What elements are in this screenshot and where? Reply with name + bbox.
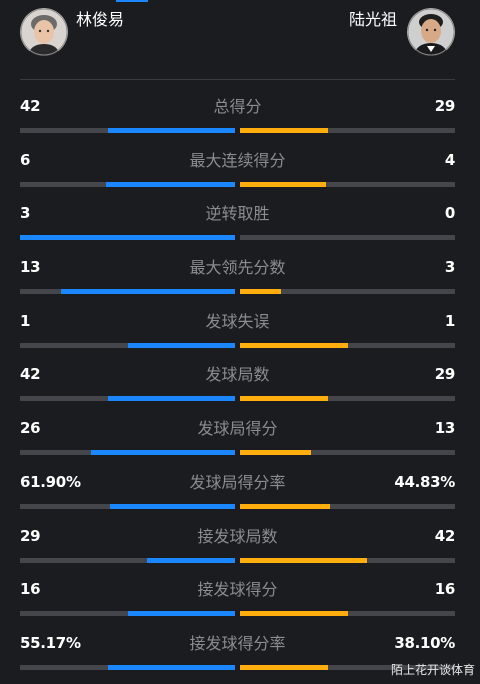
stat-label: 最大领先分数 <box>189 258 286 278</box>
right-bar-fill <box>240 450 311 456</box>
players-header: 林俊易 陆光祖 <box>20 8 455 60</box>
left-bar-fill <box>127 611 235 617</box>
stat-row-max-streak: 6 最大连续得分 4 <box>20 149 455 203</box>
stat-label: 接发球得分 <box>197 580 278 600</box>
stat-row-receive-points: 16 接发球得分 16 <box>20 578 455 632</box>
stat-row-total-points: 42 总得分 29 <box>20 95 455 149</box>
right-value: 42 <box>434 526 456 545</box>
left-bar-fill <box>60 289 235 295</box>
right-bar-fill <box>240 557 367 563</box>
left-bar-fill <box>108 128 235 133</box>
right-bar-track <box>240 450 455 456</box>
right-value: 29 <box>434 97 456 115</box>
left-bar-fill <box>106 181 235 187</box>
left-player-name: 林俊易 <box>76 10 125 29</box>
left-bar-track <box>20 557 235 563</box>
left-bar-fill <box>90 450 235 456</box>
stat-label: 总得分 <box>213 97 262 116</box>
left-bar-fill <box>108 396 235 402</box>
right-bar-fill <box>240 181 326 187</box>
left-value: 42 <box>20 365 41 384</box>
right-bar-fill <box>240 664 329 670</box>
header-divider <box>20 79 455 80</box>
right-value: 13 <box>434 419 456 438</box>
left-value: 26 <box>20 419 41 438</box>
right-player-avatar[interactable] <box>407 8 455 56</box>
watermark: 陌上花开谈体育 <box>390 663 475 677</box>
right-bar-track <box>240 181 455 187</box>
stat-row-receive-point-rate: 55.17% 接发球得分率 38.10% <box>20 632 455 684</box>
left-bar-track <box>20 289 235 295</box>
player-avatar-icon <box>407 8 455 56</box>
left-player-avatar[interactable] <box>20 8 68 56</box>
stat-label: 逆转取胜 <box>205 204 270 224</box>
stat-label: 发球失误 <box>205 311 270 331</box>
top-tab-indicator <box>116 0 148 2</box>
left-bar-fill <box>108 664 235 670</box>
stat-row-service-points: 26 发球局得分 13 <box>20 417 455 471</box>
right-value: 4 <box>444 150 455 169</box>
stat-row-comeback-wins: 3 逆转取胜 0 <box>20 202 455 256</box>
left-bar-track <box>20 664 235 670</box>
right-bar-fill <box>240 342 348 348</box>
stat-label: 接发球局数 <box>197 526 278 546</box>
stat-label: 发球局得分率 <box>189 472 286 492</box>
left-bar-track <box>20 181 235 187</box>
left-value: 6 <box>20 150 31 169</box>
left-value: 3 <box>20 204 31 223</box>
right-bar-track <box>240 342 455 348</box>
player-avatar-icon <box>20 8 68 56</box>
stat-row-receive-games: 29 接发球局数 42 <box>20 525 455 579</box>
right-bar-track <box>240 611 455 617</box>
left-bar-track <box>20 128 235 133</box>
right-bar-track <box>240 128 455 133</box>
left-bar-track <box>20 503 235 509</box>
stat-row-max-lead: 13 最大领先分数 3 <box>20 256 455 310</box>
right-bar-track <box>240 664 455 670</box>
left-value: 55.17% <box>20 633 81 652</box>
right-value: 38.10% <box>394 633 455 652</box>
left-bar-track <box>20 611 235 617</box>
left-bar-track <box>20 342 235 348</box>
right-bar-fill <box>240 396 329 402</box>
left-value: 61.90% <box>20 472 81 491</box>
right-value: 1 <box>444 311 455 330</box>
right-value: 3 <box>444 258 455 277</box>
right-bar-track <box>240 557 455 563</box>
right-bar-track <box>240 289 455 295</box>
right-bar-track <box>240 235 455 241</box>
left-value: 16 <box>20 580 41 599</box>
right-value: 44.83% <box>394 472 455 491</box>
left-value: 42 <box>20 97 41 115</box>
stat-label: 接发球得分率 <box>189 633 286 653</box>
left-bar-track <box>20 396 235 402</box>
right-value: 16 <box>434 580 456 599</box>
stat-label: 发球局得分 <box>197 419 278 439</box>
stat-label: 发球局数 <box>205 365 270 385</box>
left-bar-fill <box>20 235 235 241</box>
right-bar-track <box>240 503 455 509</box>
right-bar-fill <box>240 503 331 509</box>
right-player-name: 陆光祖 <box>348 10 397 29</box>
left-bar-track <box>20 450 235 456</box>
left-bar-fill <box>146 557 235 563</box>
stat-row-service-point-rate: 61.90% 发球局得分率 44.83% <box>20 471 455 525</box>
left-value: 29 <box>20 526 41 545</box>
right-bar-fill <box>240 611 348 617</box>
left-value: 13 <box>20 258 41 277</box>
right-bar-fill <box>240 128 329 133</box>
stat-row-service-games: 42 发球局数 29 <box>20 363 455 417</box>
right-bar-track <box>240 396 455 402</box>
left-bar-track <box>20 235 235 241</box>
right-bar-fill <box>240 289 281 295</box>
left-bar-fill <box>110 503 235 509</box>
right-value: 0 <box>444 204 455 223</box>
right-value: 29 <box>434 365 456 384</box>
stat-label: 最大连续得分 <box>189 150 286 170</box>
left-value: 1 <box>20 311 31 330</box>
stat-row-service-faults: 1 发球失误 1 <box>20 310 455 364</box>
left-bar-fill <box>127 342 235 348</box>
stats-list: 42 总得分 29 6 最大连续得分 4 3 逆转取胜 0 13 最大领先分数 … <box>20 95 455 684</box>
